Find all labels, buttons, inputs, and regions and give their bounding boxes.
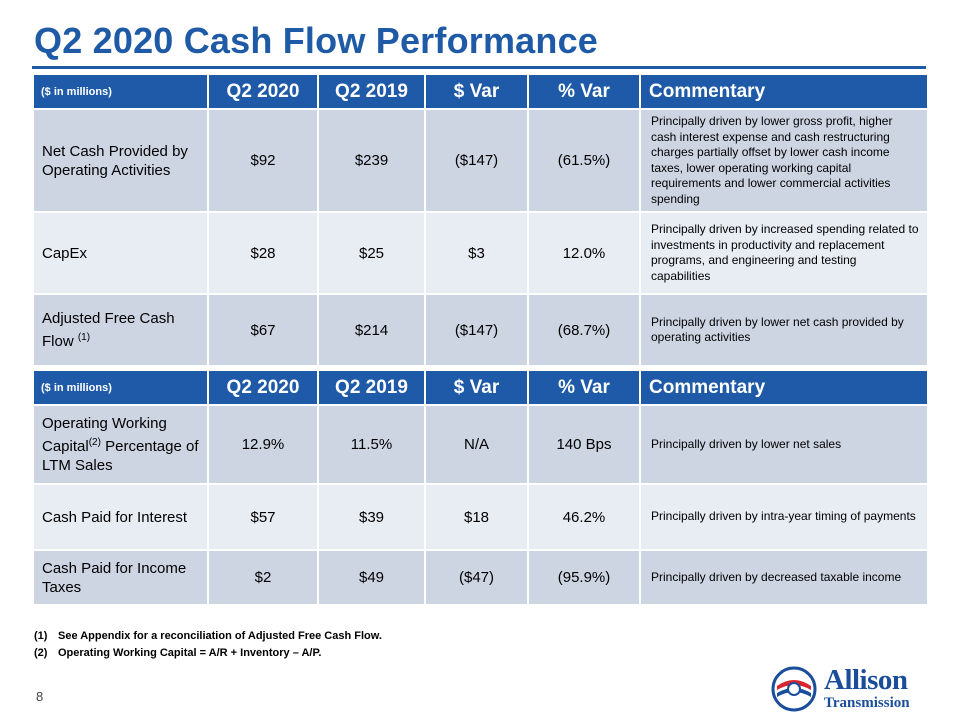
commentary-text: Principally driven by increased spending… — [639, 211, 929, 295]
footnote-number: (2) — [34, 647, 48, 659]
title-divider — [32, 66, 926, 69]
pct-var-header: % Var — [527, 73, 641, 110]
cash-flow-table-2: ($ in millions) Q2 2020 Q2 2019 $ Var % … — [32, 369, 929, 606]
allison-transmission-logo: Allison Transmission — [771, 664, 941, 714]
commentary-text: Principally driven by intra-year timing … — [639, 483, 929, 551]
q2-2019-value: $39 — [317, 483, 426, 551]
footnote-ref: (2) — [88, 437, 101, 448]
units-header: ($ in millions) — [32, 73, 209, 110]
q2-2020-header: Q2 2020 — [207, 73, 319, 110]
footnote-text: See Appendix for a reconciliation of Adj… — [58, 630, 382, 642]
dollar-var-value: N/A — [424, 404, 529, 485]
footnote-number: (1) — [34, 630, 48, 642]
pct-var-value: 12.0% — [527, 211, 641, 295]
footnote-ref: (1) — [77, 332, 91, 343]
pct-var-value: (95.9%) — [527, 549, 641, 606]
dollar-var-value: ($147) — [424, 108, 529, 213]
commentary-text: Principally driven by lower gross profit… — [639, 108, 929, 213]
row-label: Cash Paid for Interest — [32, 483, 209, 551]
table-row: Adjusted Free Cash Flow (1) $67 $214 ($1… — [32, 293, 929, 367]
commentary-text: Principally driven by lower net cash pro… — [639, 293, 929, 367]
units-header: ($ in millions) — [32, 369, 209, 406]
row-label: Net Cash Provided by Operating Activitie… — [32, 108, 209, 213]
q2-2020-value: $57 — [207, 483, 319, 551]
row-label-text: Operating Working Capital — [42, 415, 167, 455]
footnote: (1) See Appendix for a reconciliation of… — [34, 628, 382, 645]
q2-2020-value: $2 — [207, 549, 319, 606]
commentary-text: Principally driven by decreased taxable … — [639, 549, 929, 606]
dollar-var-value: $3 — [424, 211, 529, 295]
q2-2020-value: $67 — [207, 293, 319, 367]
row-label-text: Adjusted Free Cash Flow — [42, 310, 175, 350]
q2-2020-value: 12.9% — [207, 404, 319, 485]
q2-2019-value: $214 — [317, 293, 426, 367]
logo-wordmark-transmission: Transmission — [824, 695, 910, 711]
pct-var-value: 46.2% — [527, 483, 641, 551]
table-row: Cash Paid for Interest $57 $39 $18 46.2%… — [32, 483, 929, 551]
table-header-row: ($ in millions) Q2 2020 Q2 2019 $ Var % … — [32, 73, 929, 110]
footnotes: (1) See Appendix for a reconciliation of… — [34, 628, 382, 662]
q2-2020-header: Q2 2020 — [207, 369, 319, 406]
dollar-var-header: $ Var — [424, 369, 529, 406]
commentary-text: Principally driven by lower net sales — [639, 404, 929, 485]
allison-emblem-icon — [771, 666, 817, 712]
dollar-var-value: ($147) — [424, 293, 529, 367]
q2-2019-value: 11.5% — [317, 404, 426, 485]
q2-2019-value: $49 — [317, 549, 426, 606]
pct-var-value: 140 Bps — [527, 404, 641, 485]
dollar-var-value: $18 — [424, 483, 529, 551]
row-label: Operating Working Capital(2) Percentage … — [32, 404, 209, 485]
pct-var-header: % Var — [527, 369, 641, 406]
q2-2020-value: $28 — [207, 211, 319, 295]
pct-var-value: (68.7%) — [527, 293, 641, 367]
pct-var-value: (61.5%) — [527, 108, 641, 213]
table-row: Cash Paid for Income Taxes $2 $49 ($47) … — [32, 549, 929, 606]
q2-2019-header: Q2 2019 — [317, 369, 426, 406]
table-row: CapEx $28 $25 $3 12.0% Principally drive… — [32, 211, 929, 295]
footnote: (2) Operating Working Capital = A/R + In… — [34, 645, 382, 662]
q2-2019-value: $25 — [317, 211, 426, 295]
row-label-text: Percentage of LTM Sales — [42, 438, 199, 474]
commentary-header: Commentary — [639, 369, 929, 406]
commentary-header: Commentary — [639, 73, 929, 110]
dollar-var-value: ($47) — [424, 549, 529, 606]
row-label: CapEx — [32, 211, 209, 295]
table-row: Operating Working Capital(2) Percentage … — [32, 404, 929, 485]
table-header-row: ($ in millions) Q2 2020 Q2 2019 $ Var % … — [32, 369, 929, 406]
row-label: Cash Paid for Income Taxes — [32, 549, 209, 606]
footnote-text: Operating Working Capital = A/R + Invent… — [58, 647, 322, 659]
row-label: Adjusted Free Cash Flow (1) — [32, 293, 209, 367]
logo-wordmark-allison: Allison — [824, 664, 908, 696]
q2-2020-value: $92 — [207, 108, 319, 213]
dollar-var-header: $ Var — [424, 73, 529, 110]
q2-2019-value: $239 — [317, 108, 426, 213]
page-number: 8 — [36, 689, 44, 704]
cash-flow-table-1: ($ in millions) Q2 2020 Q2 2019 $ Var % … — [32, 73, 929, 367]
table-row: Net Cash Provided by Operating Activitie… — [32, 108, 929, 213]
q2-2019-header: Q2 2019 — [317, 73, 426, 110]
page-title: Q2 2020 Cash Flow Performance — [34, 20, 599, 61]
